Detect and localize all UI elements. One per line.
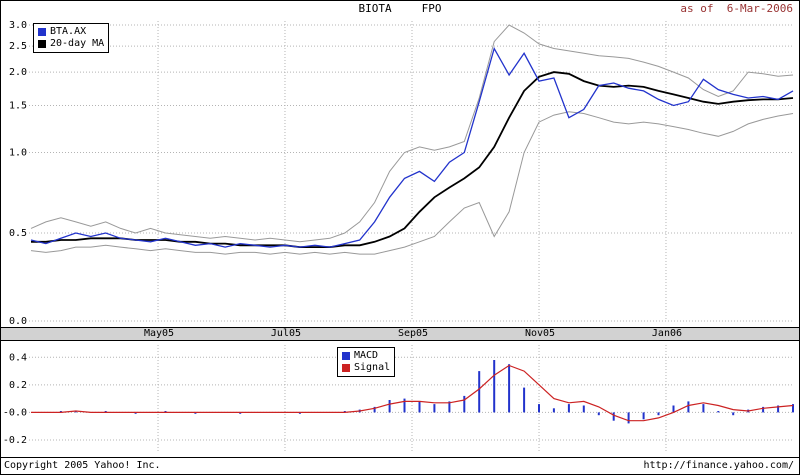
svg-text:0.2: 0.2 xyxy=(9,380,27,391)
svg-text:3.0: 3.0 xyxy=(9,20,27,31)
svg-text:-0.0: -0.0 xyxy=(3,407,27,418)
legend-item-ma: 20-day MA xyxy=(38,38,104,50)
ticker-name: BIOTA xyxy=(358,2,392,15)
svg-text:-0.2: -0.2 xyxy=(3,435,27,446)
legend-item-macd: MACD xyxy=(342,350,390,362)
chart-header: BIOTA FPO as of 6-Mar-2006 xyxy=(1,1,799,15)
svg-text:2.0: 2.0 xyxy=(9,67,27,78)
x-axis-label-may05: May05 xyxy=(143,328,175,339)
macd-series-swatch xyxy=(342,352,350,360)
signal-series-swatch xyxy=(342,364,350,372)
legend-item-price: BTA.AX xyxy=(38,26,104,38)
price-series-swatch xyxy=(38,28,46,36)
svg-text:0.4: 0.4 xyxy=(9,352,27,363)
source-url-text: http://finance.yahoo.com/ xyxy=(643,460,794,471)
svg-text:0.5: 0.5 xyxy=(9,228,27,239)
x-axis-label-sep05: Sep05 xyxy=(397,328,429,339)
svg-text:2.5: 2.5 xyxy=(9,41,27,52)
macd-chart-area: 0.4 0.2 -0.0 -0.2 MACD Signal xyxy=(1,341,799,457)
x-axis-label-jul05: Jul05 xyxy=(270,328,302,339)
copyright-text: Copyright 2005 Yahoo! Inc. xyxy=(4,460,161,471)
x-axis-label-nov05: Nov05 xyxy=(524,328,556,339)
as-of-date: as of 6-Mar-2006 xyxy=(680,2,793,15)
security-type: FPO xyxy=(421,2,442,15)
legend-item-signal: Signal xyxy=(342,362,390,374)
price-chart-area: 3.0 2.5 2.0 1.5 1.0 0.5 0.0 BTA.AX 20-day MA xyxy=(1,15,799,327)
price-series-label: BTA.AX xyxy=(50,26,87,37)
macd-chart-plot: 0.4 0.2 -0.0 -0.2 xyxy=(3,345,794,451)
x-axis-label-jan06: Jan06 xyxy=(651,328,683,339)
ma-series-label: 20-day MA xyxy=(50,38,105,49)
ma-series-swatch xyxy=(38,40,46,48)
price-chart-plot: 3.0 2.5 2.0 1.5 1.0 0.5 0.0 xyxy=(9,20,794,327)
x-axis-date-band: May05 Jul05 Sep05 Nov05 Jan06 xyxy=(1,327,799,341)
macd-series-label: MACD xyxy=(354,350,379,361)
svg-text:1.0: 1.0 xyxy=(9,148,27,159)
price-legend: BTA.AX 20-day MA xyxy=(33,23,110,53)
svg-text:0.0: 0.0 xyxy=(9,316,27,327)
macd-legend: MACD Signal xyxy=(337,347,396,377)
chart-title: BIOTA FPO xyxy=(1,2,799,15)
signal-series-label: Signal xyxy=(354,362,391,373)
svg-text:1.5: 1.5 xyxy=(9,100,27,111)
chart-footer: Copyright 2005 Yahoo! Inc. http://financ… xyxy=(1,457,799,474)
